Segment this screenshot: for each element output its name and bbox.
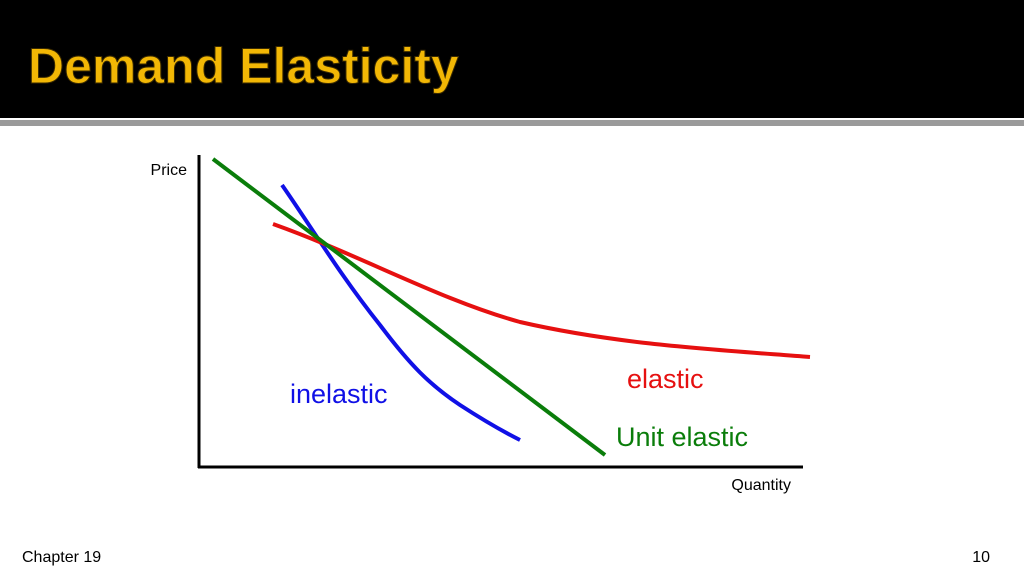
unit-elastic-line — [211, 157, 607, 457]
page-number: 10 — [972, 549, 990, 566]
footer-chapter: Chapter 19 — [22, 549, 101, 566]
x-axis-label: Quantity — [731, 477, 791, 494]
curve-label: inelastic — [290, 379, 388, 409]
curve-label: Unit elastic — [616, 422, 748, 452]
slide-title: Demand Elasticity — [28, 38, 459, 94]
header-rule — [0, 120, 1024, 126]
y-axis-label: Price — [151, 162, 188, 179]
elastic-curve — [272, 222, 811, 359]
curve-label: elastic — [627, 364, 704, 394]
header-band — [0, 0, 1024, 118]
